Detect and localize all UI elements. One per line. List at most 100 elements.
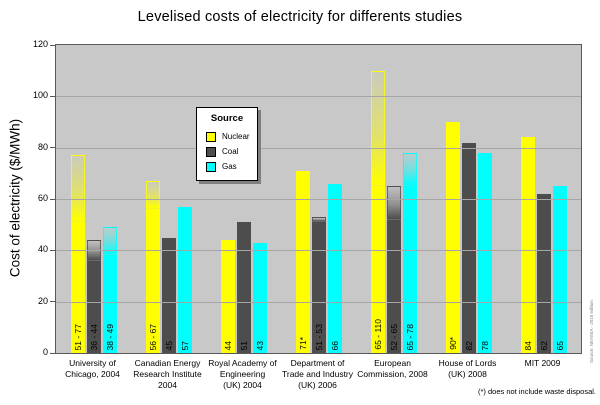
bar-value-label: 36 - 44 — [88, 323, 99, 350]
gas-swatch-icon — [206, 161, 216, 172]
legend-item-gas: Gas — [197, 159, 257, 174]
bar-solid-segment — [520, 137, 535, 353]
bar-gas: 65 - 78 — [402, 152, 417, 353]
bar-solid-segment — [177, 206, 192, 353]
bar-coal: 45 — [161, 237, 176, 353]
bar-coal: 51 — [236, 222, 251, 353]
bar-range-segment — [370, 70, 385, 187]
gridline — [56, 301, 581, 303]
coal-swatch-icon — [206, 146, 216, 157]
chart-title: Levelised costs of electricity for diffe… — [137, 9, 463, 25]
bar-range-segment — [386, 186, 401, 220]
y-tick-label: 40 — [37, 244, 48, 255]
legend-item-label: Gas — [222, 162, 237, 171]
bar-solid-segment — [461, 142, 476, 353]
y-tick-label: 60 — [37, 193, 48, 203]
y-tick-label: 0 — [42, 347, 48, 357]
bar-gas: 57 — [177, 206, 192, 353]
bar-value-label: 43 — [254, 340, 265, 350]
bar-range-segment — [311, 216, 326, 223]
category-label: MIT 2009 — [524, 358, 561, 368]
bar-group: 65 - 110 52 - 65 65 - 78 — [356, 45, 431, 353]
category-label: Canadian Energy Research Institute 2004 — [133, 358, 202, 391]
bar-solid-segment — [236, 222, 251, 353]
bar-solid-segment — [402, 186, 417, 353]
gridline — [56, 199, 581, 200]
y-tick-label: 100 — [32, 90, 48, 101]
bar-group: 56 - 67 45 57 — [131, 45, 206, 353]
bar-coal: 82 — [461, 142, 476, 353]
y-tick-label: 20 — [37, 295, 48, 306]
legend-item-nuclear: Nuclear — [197, 129, 257, 144]
bar-gas: 78 — [477, 152, 492, 353]
y-tick-mark — [50, 44, 55, 46]
bar-nuclear: 44 — [220, 240, 235, 353]
y-tick-mark — [50, 95, 55, 97]
y-tick-mark — [50, 249, 55, 251]
bar-group: 84 62 65 — [506, 45, 581, 353]
y-axis-tick-labels: 0 20 40 60 80 100 120 — [0, 39, 48, 357]
bar-gas: 66 — [327, 183, 342, 353]
bar-value-label: 38 - 49 — [104, 323, 115, 350]
bar-solid-segment — [552, 186, 567, 353]
bar-solid-segment — [86, 260, 101, 353]
bar-value-label: 44 — [222, 340, 233, 350]
bar-coal: 52 - 65 — [386, 186, 401, 353]
source-attribution: Source: NEA/IEA - 2010 edition — [589, 300, 594, 363]
bar-solid-segment — [161, 237, 176, 353]
footnote: (*) does not include waste disposal. — [478, 387, 596, 396]
nuclear-swatch-icon — [206, 131, 216, 142]
bar-value-label: 65 - 110 — [372, 319, 383, 350]
bar-value-label: 52 - 65 — [388, 323, 399, 350]
y-tick-mark — [50, 198, 55, 200]
bar-nuclear: 71* — [295, 170, 310, 353]
bar-solid-segment — [370, 186, 385, 353]
gridline — [56, 96, 581, 98]
bar-cluster: 84 62 65 — [506, 45, 581, 353]
bar-solid-segment — [252, 242, 267, 353]
y-tick-label: 120 — [32, 39, 48, 49]
plot-area: 51 - 77 36 - 44 38 - 49 56 - 67 45 57 44 51 43 71… — [50, 44, 582, 354]
bar-solid-segment — [70, 222, 85, 353]
bar-solid-segment — [477, 152, 492, 353]
legend-title: Source — [210, 113, 244, 124]
bar-cluster: 65 - 110 52 - 65 65 - 78 — [356, 45, 431, 353]
bar-value-label: 62 — [538, 340, 549, 350]
bar-value-label: 45 — [163, 340, 174, 350]
bar-solid-segment — [145, 209, 160, 353]
y-tick-mark — [50, 301, 55, 303]
bar-solid-segment — [102, 255, 117, 353]
bar-group: 90* 82 78 — [431, 45, 506, 353]
bar-value-label: 51 - 53 — [313, 323, 324, 350]
bar-group: 51 - 77 36 - 44 38 - 49 — [56, 45, 131, 353]
bar-gas: 43 — [252, 242, 267, 353]
bar-cluster: 51 - 77 36 - 44 38 - 49 — [56, 45, 131, 353]
bar-cluster: 44 51 43 — [206, 45, 281, 353]
bar-value-label: 65 — [554, 340, 565, 350]
bar-solid-segment — [295, 170, 310, 353]
bar-value-label: 71* — [297, 337, 308, 350]
category-label: Department of Trade and Industry (UK) 20… — [281, 358, 354, 391]
bar-range-segment — [102, 227, 117, 256]
bar-value-label: 51 - 77 — [72, 323, 83, 350]
bar-range-segment — [70, 155, 85, 223]
bar-value-label: 66 — [329, 340, 340, 350]
bar-value-label: 82 — [463, 340, 474, 350]
y-tick-mark — [50, 147, 55, 149]
legend-item-coal: Coal — [197, 144, 257, 159]
bar-coal: 36 - 44 — [86, 240, 101, 353]
bar-solid-segment — [311, 222, 326, 353]
y-tick-label: 80 — [37, 141, 48, 152]
legend-item-label: Nuclear — [222, 132, 250, 141]
category-labels: University of Chicago, 2004 Canadian Ener… — [55, 358, 580, 391]
category-label: House of Lords (UK) 2008 — [438, 358, 497, 380]
bar-solid-segment — [445, 122, 460, 353]
bar-value-label: 57 — [179, 340, 190, 350]
bar-coal: 62 — [536, 193, 551, 353]
legend-items: Nuclear Coal Gas — [197, 129, 257, 174]
bar-value-label: 65 - 78 — [404, 323, 415, 350]
bar-group: 71* 51 - 53 66 — [281, 45, 356, 353]
bar-cluster: 71* 51 - 53 66 — [281, 45, 356, 353]
bar-nuclear: 56 - 67 — [145, 181, 160, 353]
bar-nuclear: 90* — [445, 122, 460, 353]
